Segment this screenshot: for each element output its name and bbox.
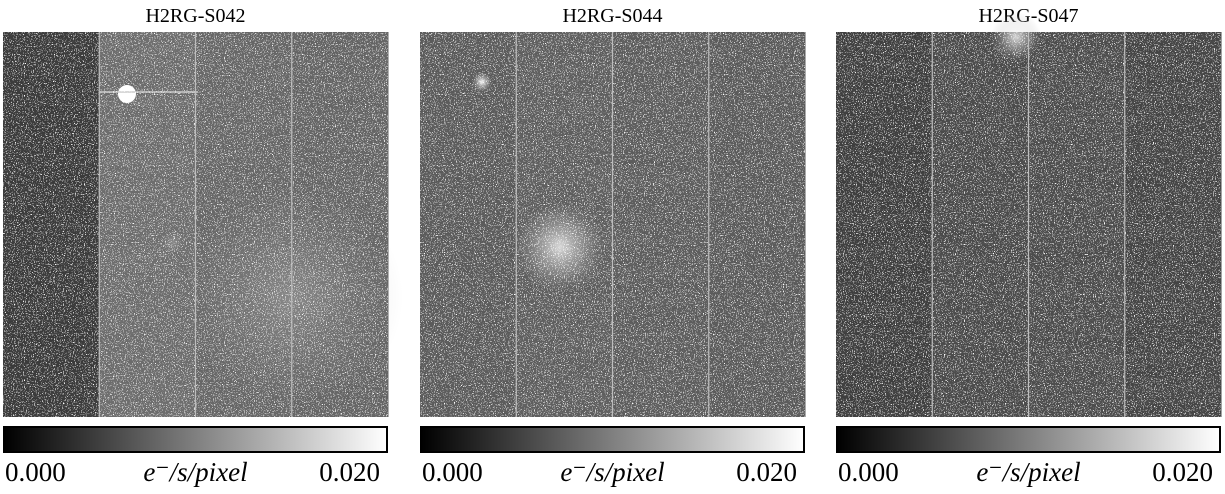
detector-image	[3, 32, 403, 417]
panel-title: H2RG-S044	[562, 5, 662, 27]
colorbar-label: e⁻/s/pixel	[143, 457, 247, 487]
colorbar-tick-label: 0.020	[1152, 457, 1213, 487]
colorbar	[836, 426, 1221, 453]
detector-image	[836, 12, 1222, 417]
colorbar-tick-label: 0.000	[422, 457, 483, 487]
colorbar-label: e⁻/s/pixel	[976, 457, 1080, 487]
colorbar-label: e⁻/s/pixel	[560, 457, 664, 487]
panel: H2RG-S042 0.000 0.020 e⁻/s/pixel	[3, 5, 403, 487]
colorbar	[3, 426, 388, 453]
detector-image	[420, 32, 806, 417]
colorbar-tick-label: 0.000	[5, 457, 66, 487]
colorbar-tick-label: 0.020	[736, 457, 797, 487]
panels: H2RG-S042 0.000 0.020 e⁻/s/pixel H2RG-S044 0.…	[3, 5, 1222, 487]
panel: H2RG-S044 0.000 0.020 e⁻/s/pixel	[420, 5, 806, 487]
panel-title: H2RG-S042	[145, 5, 245, 27]
colorbar	[420, 426, 805, 453]
colorbar-tick-label: 0.020	[319, 457, 380, 487]
colorbar-tick-label: 0.000	[838, 457, 899, 487]
